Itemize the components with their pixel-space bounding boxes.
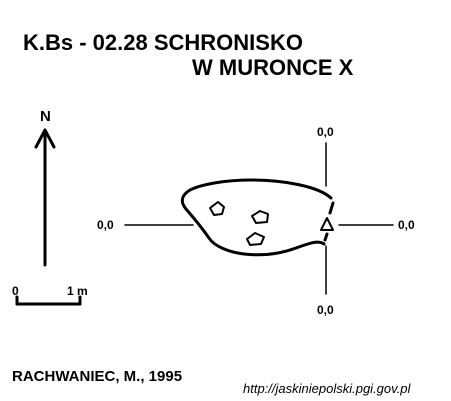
rock-block-3 [246, 232, 265, 246]
map-title-line-2: W MURONCE X [192, 55, 354, 80]
north-label: N [40, 108, 51, 125]
rock-block-2 [251, 210, 269, 224]
datum-label-bottom: 0,0 [317, 303, 334, 317]
rock-block-1 [209, 201, 225, 216]
cave-outline [180, 178, 333, 257]
datum-lines [124, 142, 394, 295]
entrance-triangle-icon [320, 217, 334, 231]
datum-label-right: 0,0 [398, 218, 415, 232]
north-arrow-icon [34, 128, 56, 267]
cave-entrance-dash-upper [328, 201, 335, 215]
map-title-line-1: K.Bs - 02.28 SCHRONISKO [23, 30, 303, 55]
datum-label-left: 0,0 [97, 218, 114, 232]
scale-bar [15, 295, 82, 306]
source-url: http://jaskiniepolski.pgi.gov.pl [243, 381, 412, 396]
author-credit: RACHWANIEC, M., 1995 [12, 368, 182, 385]
scale-start-label: 0 [12, 284, 19, 298]
datum-label-top: 0,0 [317, 125, 334, 139]
scale-end-label: 1 m [67, 284, 88, 298]
cave-entrance-dash-lower [323, 232, 329, 242]
